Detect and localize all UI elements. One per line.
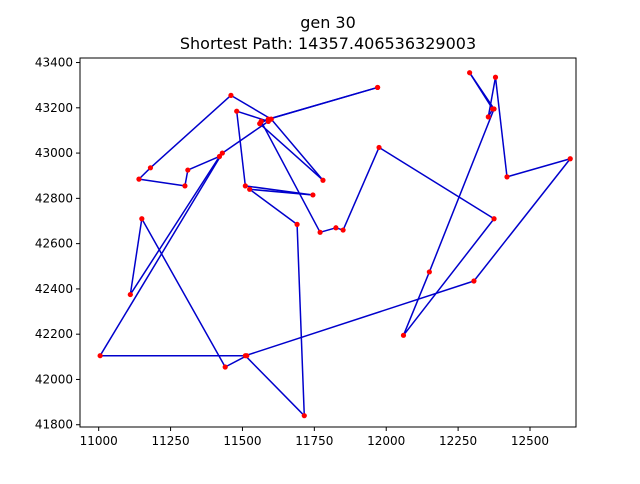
x-tick-label: 11250 [151,434,189,448]
x-tick-label: 12500 [511,434,549,448]
city-point [294,221,300,227]
path-segment [187,155,220,171]
path-segment [224,355,248,368]
city-point [182,183,188,189]
city-point [400,332,407,338]
y-tick-label: 43000 [35,146,73,160]
path-segment [506,158,571,178]
city-point [333,225,339,231]
city-point [491,106,497,112]
path-segment [378,146,495,220]
city-point [222,364,228,370]
path-segment [402,218,495,336]
x-tick-label: 11750 [295,434,333,448]
city-point [504,174,510,180]
city-point [258,118,264,124]
y-tick-label: 42200 [35,327,73,341]
city-point [320,177,326,183]
y-tick-label: 42600 [35,237,73,251]
x-tick-label: 12250 [439,434,477,448]
path-segment [138,167,151,180]
x-tick-label: 12000 [367,434,405,448]
path-segment [235,111,247,186]
city-point [219,150,225,156]
city-point [216,153,223,160]
city-point [247,186,253,192]
path-segment [259,123,324,181]
city-point [242,353,248,359]
x-tick-label: 11500 [223,434,261,448]
city-point [147,165,154,171]
path-segment [184,169,189,187]
city-point [185,167,191,173]
path-segment [230,94,272,120]
path-segment [129,156,221,295]
city-point [228,92,234,98]
path-segment [129,218,143,295]
city-point [127,291,133,298]
y-tick-label: 41800 [35,418,73,432]
city-point [310,192,316,198]
city-point [139,216,145,222]
path-segment [494,77,508,177]
city-point [492,74,499,80]
city-point [471,278,477,284]
city-point [97,353,103,359]
city-point [375,84,381,91]
path-segment [141,218,226,368]
city-point [136,176,142,182]
city-point [376,144,382,151]
path-segment [319,227,337,234]
city-point [265,118,271,124]
path-segment [138,178,186,187]
path-segment [296,224,306,416]
chart-subtitle: Shortest Path: 14357.406536329003 [180,34,476,53]
path-segment [473,158,571,282]
city-point [426,269,432,275]
city-point [467,70,473,76]
city-point [485,114,491,120]
path-segment [487,77,497,117]
path-segment [402,271,431,336]
city-point [567,156,573,162]
path-segment [428,108,495,273]
path-segment [468,72,495,110]
x-tick-label: 11000 [80,434,118,448]
axes-frame [79,57,577,428]
city-point [234,108,240,114]
y-tick-label: 43200 [35,101,73,115]
path-segment [260,86,378,123]
city-point [340,227,346,233]
y-tick-label: 42000 [35,372,73,386]
path-segment [244,355,305,417]
city-point [301,413,307,419]
y-tick-label: 43400 [35,56,73,70]
y-tick-label: 42800 [35,191,73,205]
path-segment [249,188,298,225]
city-point [491,216,497,222]
path-segment [342,147,380,231]
path-segment [260,121,321,233]
path-segment [99,152,223,357]
plot-area [97,70,573,419]
path-segment [221,120,269,154]
city-point [242,183,248,189]
y-tick-label: 42400 [35,282,73,296]
path-segment [270,118,324,181]
chart-title: gen 30 [300,13,356,32]
city-point [317,229,323,235]
path-segment [149,94,232,169]
axes: 11000 11250 11500 11750 12000 12250 12500 41800… [35,56,577,448]
path-segment [249,188,313,196]
